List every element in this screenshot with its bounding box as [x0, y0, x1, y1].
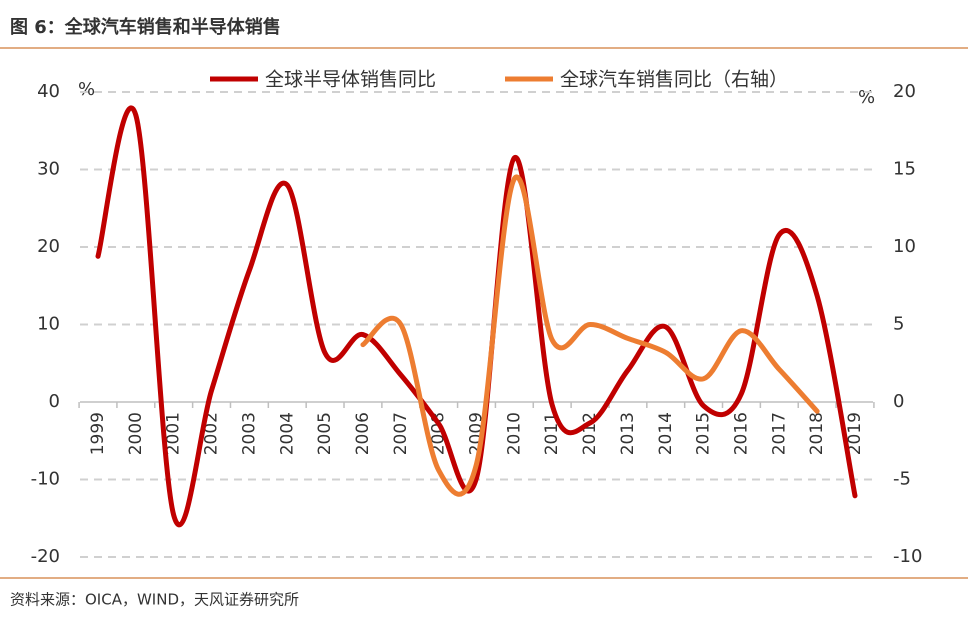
y2-tick-label: 15 — [893, 159, 916, 180]
legend-label: 全球汽车销售同比（右轴） — [560, 69, 788, 91]
y2-tick-label: 5 — [893, 314, 904, 335]
y2-tick-label: 0 — [893, 391, 904, 412]
x-tick-label: 2001 — [164, 412, 184, 455]
x-tick-label: 2015 — [694, 412, 714, 455]
y-tick-label: 0 — [49, 391, 60, 412]
x-tick-label: 2018 — [807, 412, 827, 455]
x-tick-label: 2000 — [126, 412, 146, 455]
x-tick-label: 2006 — [353, 412, 373, 455]
y2-tick-label: 10 — [893, 236, 916, 257]
y2-tick-label: 20 — [893, 81, 916, 102]
x-tick-label: 2003 — [239, 412, 259, 455]
x-tick-label: 2014 — [656, 412, 676, 455]
y2-tick-label: -5 — [893, 469, 911, 490]
x-tick-label: 2019 — [845, 412, 865, 455]
x-tick-label: 2016 — [731, 412, 751, 455]
y2-tick-label: -10 — [893, 546, 922, 567]
legend-label: 全球半导体销售同比 — [265, 69, 436, 91]
x-tick-label: 2007 — [391, 412, 411, 455]
x-tick-label: 2012 — [580, 412, 600, 455]
x-tick-label: 2008 — [429, 412, 449, 455]
y-tick-label: -10 — [31, 469, 60, 490]
chart-title: 图 6：全球汽车销售和半导体销售 — [10, 16, 281, 38]
y-tick-label: -20 — [31, 546, 60, 567]
series-line — [360, 174, 820, 497]
y-tick-label: 40 — [37, 81, 60, 102]
x-tick-label: 2013 — [618, 412, 638, 455]
y-tick-label: 10 — [37, 314, 60, 335]
y-tick-label: 20 — [37, 236, 60, 257]
x-tick-label: 2010 — [504, 412, 524, 455]
y-tick-label: 30 — [37, 159, 60, 180]
y2-unit: % — [858, 87, 875, 108]
x-tick-label: 1999 — [88, 412, 108, 455]
x-tick-label: 2017 — [769, 412, 789, 455]
source-note: 资料来源：OICA，WIND，天风证券研究所 — [10, 591, 299, 609]
x-tick-label: 2005 — [315, 412, 335, 455]
x-tick-label: 2004 — [277, 412, 297, 455]
y-unit: % — [78, 79, 95, 100]
